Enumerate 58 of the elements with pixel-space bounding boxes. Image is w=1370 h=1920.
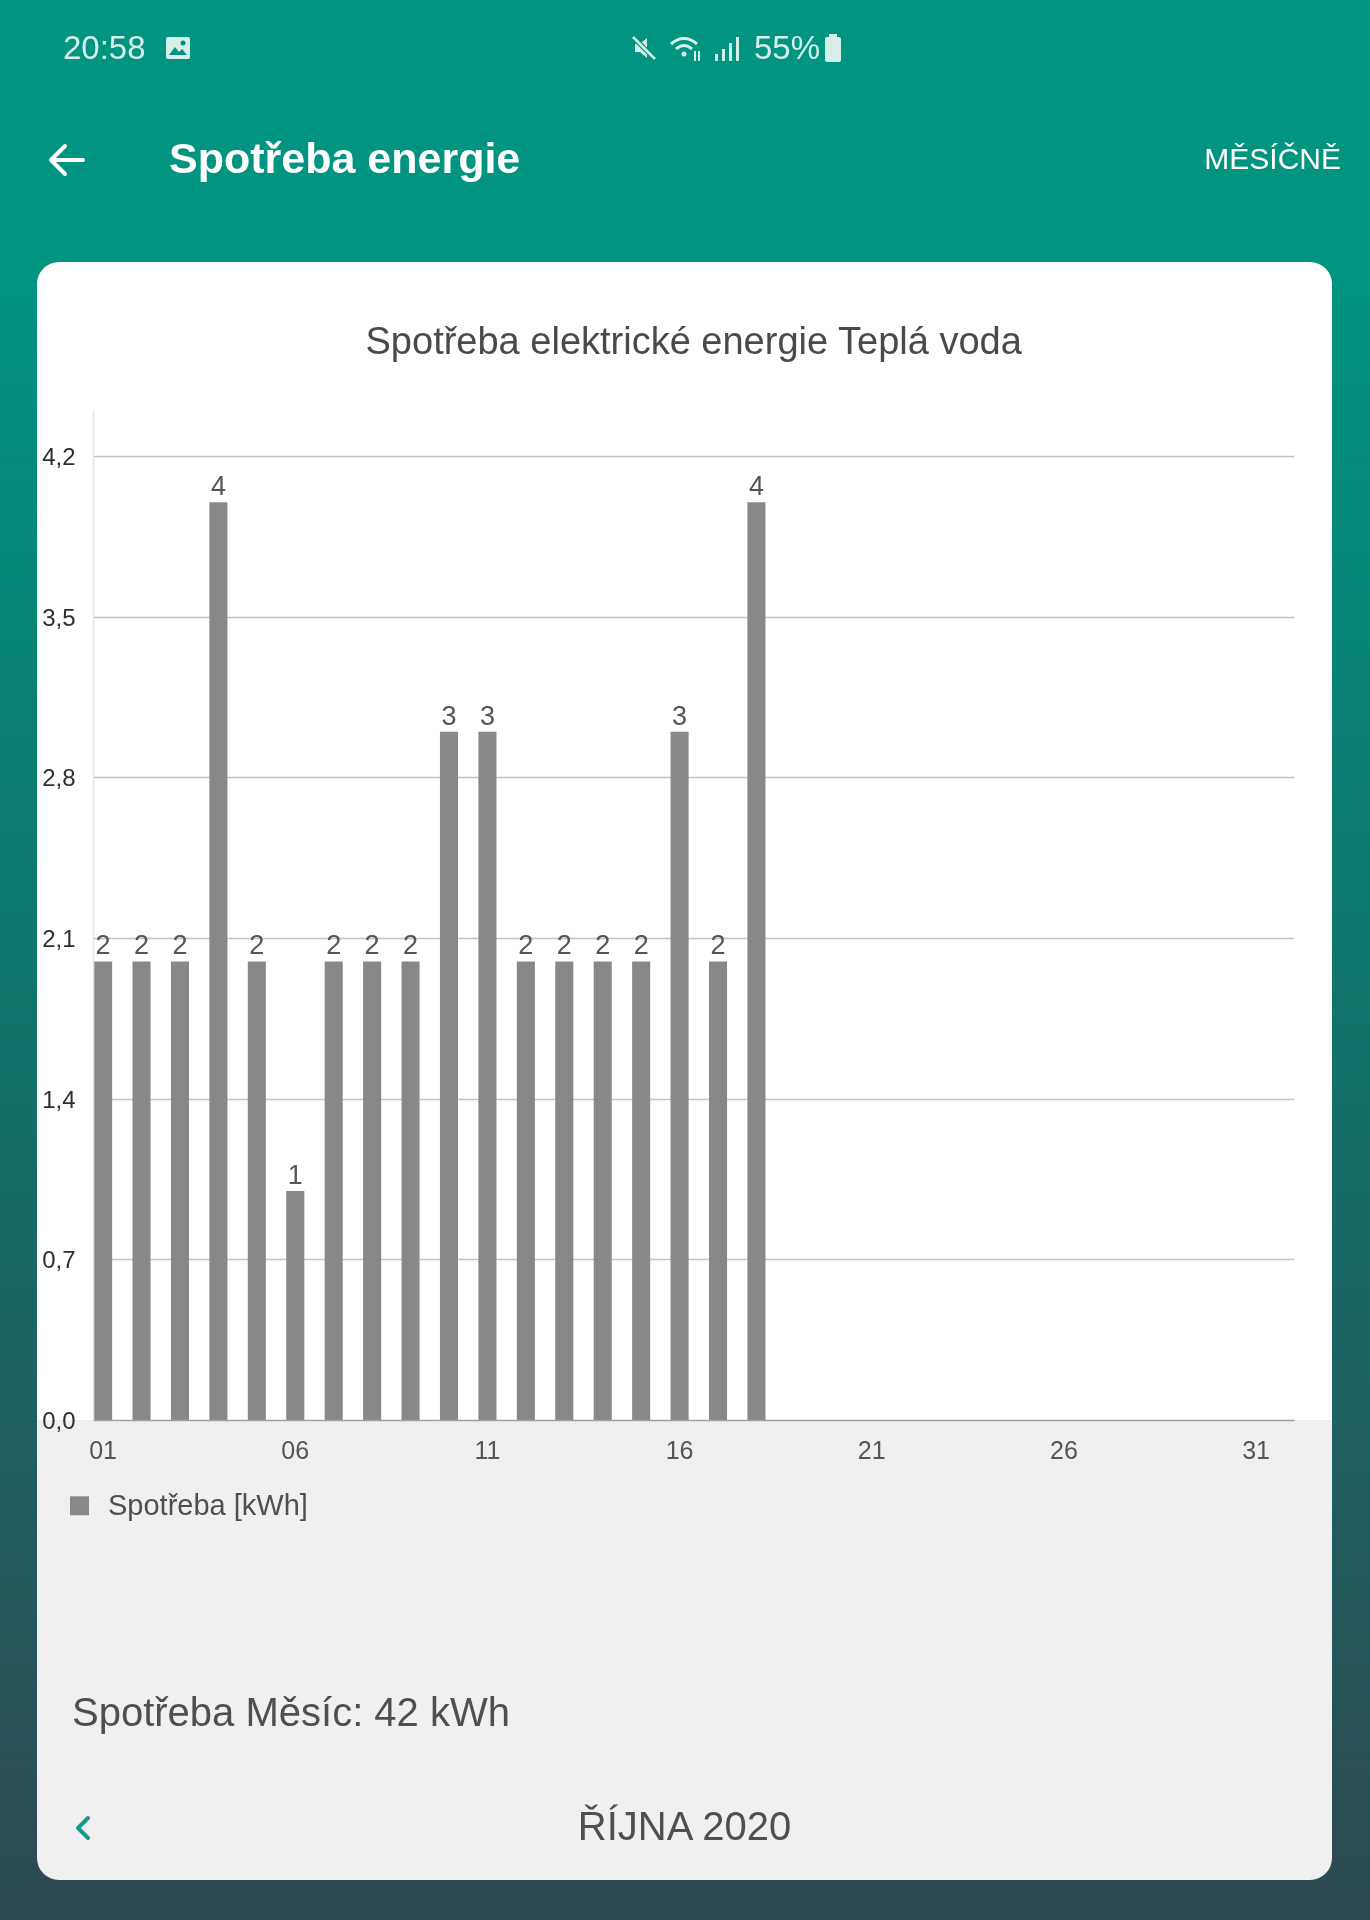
bar — [708, 961, 728, 1421]
data-label: 4 — [748, 471, 764, 502]
data-label: 2 — [326, 930, 342, 961]
data-label: 2 — [172, 930, 188, 961]
text: 20:58 — [63, 28, 146, 69]
data-label: 3 — [672, 700, 688, 731]
bar — [247, 961, 266, 1421]
x-tick-label: 26 — [1050, 1435, 1078, 1464]
data-label: 3 — [441, 700, 457, 731]
y-tick-label: 0,7 — [42, 1246, 76, 1274]
x-tick-label: 21 — [857, 1435, 886, 1464]
chart-title: Spotřeba elektrické energie Teplá voda — [365, 319, 1023, 362]
data-label: 2 — [403, 930, 419, 961]
bar — [401, 961, 420, 1421]
x-tick-label: 31 — [1242, 1435, 1270, 1464]
y-tick-label: 2,1 — [42, 924, 76, 952]
text: Spotřeba Měsíc: 42 kWh — [72, 1689, 510, 1737]
bar — [132, 961, 151, 1421]
bar — [747, 502, 766, 1421]
bar — [632, 961, 651, 1421]
bar — [439, 731, 459, 1421]
x-tick-label: 01 — [89, 1435, 118, 1464]
text: ŘÍJNA 2020 — [577, 1803, 792, 1851]
bar — [516, 961, 535, 1421]
legend-label: Spotřeba [kWh] — [108, 1488, 308, 1524]
x-tick-label: 16 — [665, 1435, 694, 1464]
data-label: 2 — [556, 930, 572, 961]
data-label: 4 — [210, 471, 226, 502]
bar — [555, 961, 574, 1421]
text: MĚSÍČNĚ — [1204, 140, 1341, 177]
y-tick-label: 3,5 — [42, 603, 76, 631]
y-tick-label: 0,0 — [42, 1407, 76, 1434]
data-label: 2 — [249, 930, 265, 961]
bar — [593, 961, 612, 1421]
text: Spotřeba energie — [169, 133, 521, 185]
bar — [670, 731, 689, 1421]
data-label: 3 — [479, 700, 495, 731]
y-tick-label: 4,2 — [42, 442, 76, 470]
bar — [324, 961, 343, 1421]
y-tick-label: 1,4 — [42, 1085, 76, 1113]
data-label: 2 — [595, 930, 611, 961]
data-label: 2 — [518, 930, 534, 961]
data-label: 1 — [287, 1159, 303, 1190]
data-label: 2 — [134, 930, 150, 961]
bar — [478, 731, 497, 1421]
text: 55% — [754, 28, 821, 69]
data-label: 2 — [95, 930, 111, 961]
data-label: 2 — [710, 930, 726, 961]
y-tick-label: 2,8 — [42, 764, 76, 792]
bar — [209, 502, 228, 1421]
data-label: 2 — [364, 930, 380, 961]
bar — [94, 961, 113, 1421]
bar — [170, 961, 189, 1421]
x-tick-label: 11 — [474, 1435, 501, 1464]
bar — [286, 1190, 305, 1421]
bar — [363, 961, 382, 1421]
x-tick-label: 06 — [281, 1435, 310, 1464]
data-label: 2 — [633, 930, 649, 961]
